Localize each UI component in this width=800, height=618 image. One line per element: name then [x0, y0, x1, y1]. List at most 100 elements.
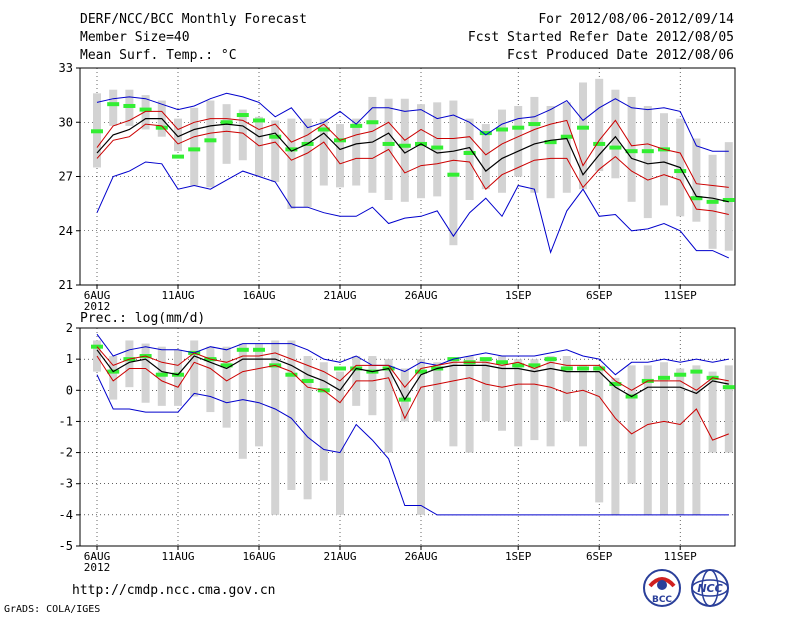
median-marker: [496, 360, 508, 365]
y-tick-label: 21: [59, 278, 73, 292]
median-marker: [382, 141, 395, 146]
median-marker: [674, 169, 687, 174]
range-bar: [724, 142, 733, 251]
range-bar: [562, 356, 571, 422]
median-marker: [91, 129, 103, 134]
median-marker: [334, 366, 346, 371]
range-bar: [368, 356, 377, 416]
range-bar: [206, 346, 215, 413]
median-marker: [220, 120, 233, 125]
range-bar: [109, 89, 118, 126]
median-marker: [155, 125, 168, 130]
median-marker: [155, 372, 168, 377]
range-bar: [481, 359, 490, 422]
median-marker: [204, 138, 217, 143]
range-bar: [319, 118, 328, 186]
fcst-produced-label: Fcst Produced Date 2012/08/06: [507, 48, 734, 63]
range-bar: [336, 371, 344, 515]
median-marker: [512, 125, 525, 130]
median-marker: [593, 366, 606, 371]
range-bar: [271, 340, 280, 515]
range-bar: [660, 362, 668, 515]
year-label: 2012: [84, 300, 111, 313]
range-bar: [433, 362, 442, 422]
median-marker: [641, 149, 654, 154]
y-tick-label: 2: [66, 321, 73, 335]
range-bar: [595, 78, 604, 172]
y-tick-label: 27: [59, 170, 73, 184]
median-marker: [123, 103, 136, 108]
range-bar: [238, 109, 247, 161]
median-marker: [188, 147, 201, 152]
x-tick-label: 21AUG: [323, 550, 356, 563]
x-tick-label: 11AUG: [161, 289, 194, 302]
x-tick-label: 16AUG: [242, 550, 275, 563]
y-tick-label: 24: [59, 224, 73, 238]
median-marker: [91, 344, 103, 349]
range-bar: [579, 365, 587, 447]
median-marker: [139, 107, 152, 112]
ncc-logo-text: NCC: [697, 582, 722, 595]
range-bar: [206, 100, 215, 188]
ensemble-mean-line: [96, 349, 729, 401]
forecast-period-label: For 2012/08/06-2012/09/14: [538, 12, 734, 27]
range-bar: [562, 102, 571, 193]
median-marker: [528, 363, 541, 368]
ensemble-mean-line: [96, 117, 729, 203]
bcc-logo-icon: BCC: [642, 568, 682, 608]
range-bar: [303, 118, 312, 208]
range-bar: [579, 82, 587, 190]
member-size-label: Member Size=40: [80, 30, 190, 45]
range-bar: [319, 362, 328, 481]
median-marker: [253, 118, 265, 123]
median-marker: [479, 357, 492, 362]
median-marker: [431, 145, 444, 150]
median-marker: [609, 382, 622, 387]
bcc-logo-text: BCC: [652, 595, 672, 605]
range-bar: [449, 359, 458, 447]
median-marker: [479, 131, 492, 136]
range-bar: [530, 96, 539, 193]
year-label: 2012: [84, 561, 111, 574]
range-bar: [190, 107, 199, 186]
range-bar: [676, 368, 685, 515]
median-marker: [722, 385, 735, 390]
x-tick-label: 6SEP: [586, 550, 613, 563]
median-marker: [317, 127, 330, 132]
median-marker: [463, 150, 476, 155]
median-marker: [690, 196, 703, 201]
ncc-logo-icon: NCC: [690, 568, 730, 608]
median-marker: [658, 375, 670, 380]
envelope-min-line: [96, 161, 730, 259]
y-tick-label: -3: [59, 477, 73, 491]
range-bar: [627, 365, 636, 484]
range-bar: [417, 359, 425, 515]
footer-url[interactable]: http://cmdp.ncc.cma.gov.cn: [72, 583, 276, 598]
median-marker: [690, 369, 703, 374]
median-marker: [706, 199, 719, 204]
range-bar: [287, 118, 296, 210]
median-marker: [625, 149, 638, 154]
median-marker: [577, 125, 589, 130]
range-bar: [141, 95, 150, 130]
median-marker: [722, 198, 735, 203]
y-tick-label: 1: [66, 352, 73, 366]
fcst-started-label: Fcst Started Refer Date 2012/08/05: [467, 30, 734, 45]
median-marker: [528, 122, 541, 127]
y-tick-label: 33: [59, 61, 73, 75]
range-bar: [643, 365, 652, 515]
x-tick-label: 11SEP: [664, 550, 697, 563]
x-tick-label: 26AUG: [404, 550, 437, 563]
range-bar: [109, 356, 118, 400]
median-marker: [301, 378, 314, 383]
x-tick-label: 6AUG: [84, 550, 111, 563]
median-marker: [415, 369, 427, 374]
median-marker: [285, 372, 298, 377]
range-bar: [400, 98, 409, 202]
range-bar: [174, 349, 182, 406]
median-marker: [496, 127, 508, 132]
x-tick-label: 1SEP: [505, 550, 532, 563]
range-bar: [465, 118, 474, 201]
